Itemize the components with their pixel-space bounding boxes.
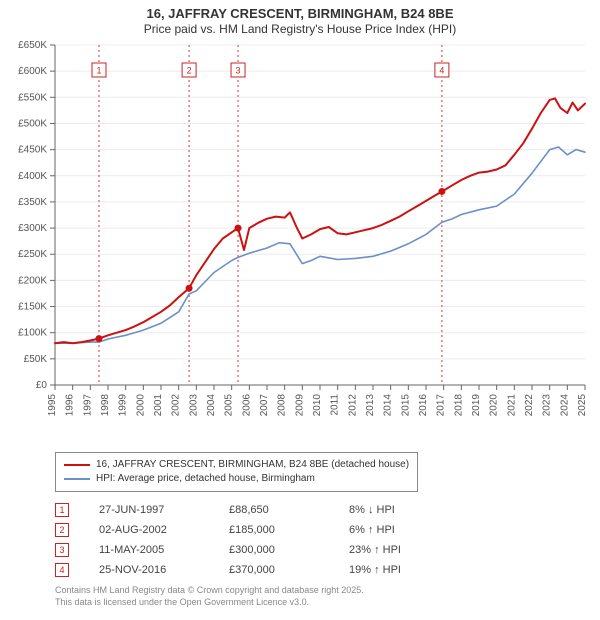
y-tick-label: £300K <box>18 223 47 234</box>
x-tick-label: 2004 <box>206 394 217 417</box>
sale-point <box>186 285 193 292</box>
sale-marker-number: 1 <box>96 66 101 76</box>
y-tick-label: £350K <box>18 197 47 208</box>
x-tick-label: 2015 <box>400 394 411 417</box>
x-tick-label: 2023 <box>542 394 553 417</box>
sale-price: £370,000 <box>229 564 349 576</box>
sale-date: 27-JUN-1997 <box>99 504 229 516</box>
x-tick-label: 2011 <box>330 394 341 416</box>
x-tick-label: 2019 <box>471 394 482 417</box>
y-tick-label: £50K <box>24 354 48 365</box>
x-tick-label: 2012 <box>347 394 358 417</box>
sale-delta: 8% ↓ HPI <box>349 504 439 516</box>
x-tick-label: 2001 <box>153 394 164 417</box>
x-tick-label: 1999 <box>118 394 129 417</box>
x-tick-label: 2007 <box>259 394 270 417</box>
x-tick-label: 2000 <box>135 394 146 417</box>
x-tick-label: 1998 <box>100 394 111 417</box>
x-tick-label: 2005 <box>224 394 235 417</box>
y-tick-label: £650K <box>18 40 47 51</box>
sale-point <box>438 188 445 195</box>
sale-date: 25-NOV-2016 <box>99 564 229 576</box>
sale-point <box>95 335 102 342</box>
y-tick-label: £200K <box>18 275 47 286</box>
x-tick-label: 2008 <box>277 394 288 417</box>
y-tick-label: £600K <box>18 66 47 77</box>
x-tick-label: 1996 <box>65 394 76 417</box>
sale-delta: 19% ↑ HPI <box>349 564 439 576</box>
sale-marker-number: 3 <box>236 66 241 76</box>
sale-marker-number: 2 <box>187 66 192 76</box>
sale-price: £300,000 <box>229 544 349 556</box>
x-tick-label: 2021 <box>506 394 517 417</box>
x-tick-label: 2022 <box>524 394 535 417</box>
sale-delta: 6% ↑ HPI <box>349 524 439 536</box>
y-tick-label: £450K <box>18 145 47 156</box>
y-tick-label: £150K <box>18 302 47 313</box>
x-tick-label: 2025 <box>577 394 588 417</box>
footer-line-2: This data is licensed under the Open Gov… <box>55 597 364 609</box>
legend-label: 16, JAFFRAY CRESCENT, BIRMINGHAM, B24 8B… <box>96 458 409 472</box>
sale-delta: 23% ↑ HPI <box>349 544 439 556</box>
x-tick-label: 2017 <box>436 394 447 417</box>
sales-row: 4 25-NOV-2016£370,00019% ↑ HPI <box>55 560 439 580</box>
x-tick-label: 2013 <box>365 394 376 417</box>
chart-svg: £0 £50K £100K £150K £200K £250K £300K £350K £400… <box>0 40 600 445</box>
sales-row: 2 02-AUG-2002£185,0006% ↑ HPI <box>55 520 439 540</box>
sale-price: £185,000 <box>229 524 349 536</box>
y-tick-label: £400K <box>18 171 47 182</box>
legend: 16, JAFFRAY CRESCENT, BIRMINGHAM, B24 8B… <box>55 452 418 492</box>
x-tick-label: 2006 <box>241 394 252 417</box>
x-tick-label: 2020 <box>489 394 500 417</box>
legend-swatch <box>64 478 90 480</box>
sale-marker: 1 <box>55 503 69 517</box>
title-line-1: 16, JAFFRAY CRESCENT, BIRMINGHAM, B24 8B… <box>0 6 600 22</box>
y-tick-label: £0 <box>36 380 48 391</box>
x-tick-label: 2018 <box>453 394 464 417</box>
sale-marker-number: 4 <box>439 66 444 76</box>
y-tick-label: £550K <box>18 92 47 103</box>
x-tick-label: 1997 <box>82 394 93 417</box>
sale-price: £88,650 <box>229 504 349 516</box>
sale-date: 02-AUG-2002 <box>99 524 229 536</box>
legend-label: HPI: Average price, detached house, Birm… <box>96 472 315 486</box>
chart: £0 £50K £100K £150K £200K £250K £300K £350K £400… <box>0 40 600 445</box>
sale-marker: 4 <box>55 563 69 577</box>
x-tick-label: 2016 <box>418 394 429 417</box>
x-tick-label: 2010 <box>312 394 323 417</box>
sale-date: 11-MAY-2005 <box>99 544 229 556</box>
x-tick-label: 2002 <box>171 394 182 417</box>
x-tick-label: 2014 <box>383 394 394 417</box>
title-line-2: Price paid vs. HM Land Registry's House … <box>0 22 600 37</box>
footer-line-1: Contains HM Land Registry data © Crown c… <box>55 585 364 597</box>
sale-marker: 3 <box>55 543 69 557</box>
sale-marker: 2 <box>55 523 69 537</box>
sales-table: 127-JUN-1997£88,6508% ↓ HPI202-AUG-2002£… <box>55 500 439 580</box>
legend-row: HPI: Average price, detached house, Birm… <box>64 472 409 486</box>
y-tick-label: £100K <box>18 328 47 339</box>
legend-row: 16, JAFFRAY CRESCENT, BIRMINGHAM, B24 8B… <box>64 458 409 472</box>
sales-row: 3 11-MAY-2005£300,00023% ↑ HPI <box>55 540 439 560</box>
series-line <box>55 147 585 343</box>
y-tick-label: £250K <box>18 249 47 260</box>
sale-point <box>235 225 242 232</box>
x-tick-label: 2009 <box>294 394 305 417</box>
y-tick-label: £500K <box>18 118 47 129</box>
x-tick-label: 1995 <box>47 394 58 417</box>
x-tick-label: 2024 <box>559 394 570 417</box>
legend-swatch <box>64 464 90 466</box>
x-tick-label: 2003 <box>188 394 199 417</box>
footer: Contains HM Land Registry data © Crown c… <box>55 585 364 608</box>
sales-row: 1 27-JUN-1997£88,6508% ↓ HPI <box>55 500 439 520</box>
chart-titles: 16, JAFFRAY CRESCENT, BIRMINGHAM, B24 8B… <box>0 0 600 37</box>
